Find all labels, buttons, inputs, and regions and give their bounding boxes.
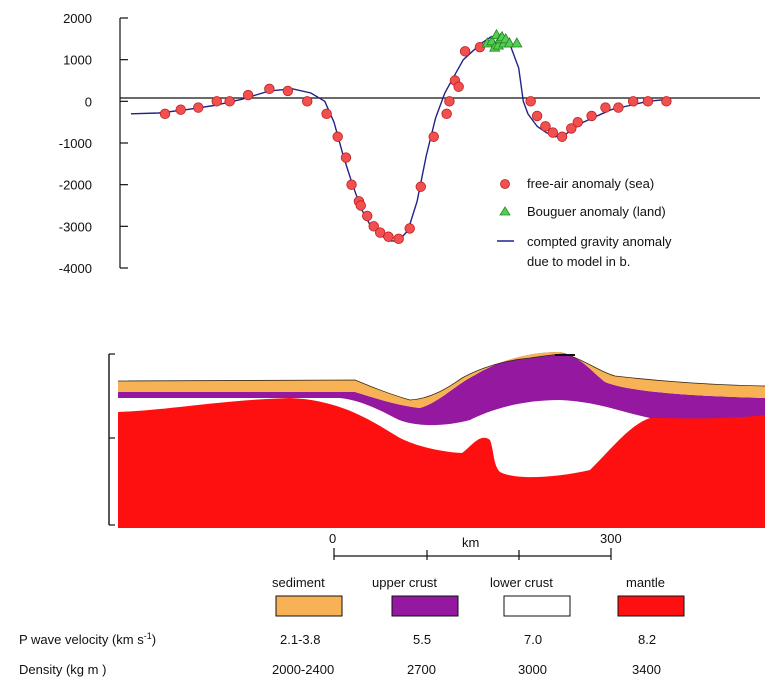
bouguer-point <box>511 37 523 48</box>
free-air-point <box>224 96 235 107</box>
upper-crust-region <box>118 352 765 426</box>
free-air-point <box>404 223 415 234</box>
free-air-point <box>374 227 386 238</box>
free-air-point <box>642 96 654 107</box>
free-air-point <box>302 96 313 107</box>
velocity-row-end: ) <box>152 632 156 647</box>
y-tick-label: -2000 <box>59 178 92 193</box>
free-air-point <box>415 181 426 192</box>
density-mantle: 3400 <box>632 662 661 677</box>
free-air-point <box>321 108 332 120</box>
free-air-point <box>340 152 352 163</box>
legend: free-air anomaly (sea) Bouguer anomaly (… <box>497 176 672 269</box>
free-air-point <box>332 131 343 142</box>
free-air-point <box>393 233 404 245</box>
free-air-point <box>556 131 568 142</box>
y-tick-label: -1000 <box>59 136 92 151</box>
free-air-point <box>383 231 394 242</box>
free-air-point <box>193 102 204 113</box>
scale-label-300: 300 <box>600 531 622 546</box>
free-air-point <box>600 102 611 113</box>
key-label-lower-crust: lower crust <box>490 575 553 590</box>
layer-key: sediment upper crust lower crust mantle … <box>19 575 685 677</box>
free-air-point <box>175 104 186 115</box>
key-label-upper-crust: upper crust <box>372 575 437 590</box>
free-air-point <box>459 46 471 57</box>
swatch-mantle <box>617 595 685 617</box>
free-air-point <box>159 108 171 120</box>
velocity-sediment: 2.1-3.8 <box>280 632 320 647</box>
free-air-point <box>613 102 624 113</box>
density-lower-crust: 3000 <box>518 662 547 677</box>
y-tick-label: -3000 <box>59 219 92 234</box>
y-tick-label: -4000 <box>59 261 92 276</box>
density-upper-crust: 2700 <box>407 662 436 677</box>
free-air-point <box>368 221 379 232</box>
key-label-mantle: mantle <box>626 575 665 590</box>
free-air-point <box>444 96 455 107</box>
free-air-point <box>441 108 452 120</box>
free-air-point <box>547 127 559 138</box>
legend-triangle-icon <box>499 206 511 216</box>
density-sediment: 2000-2400 <box>272 662 334 677</box>
free-air-point <box>264 83 275 95</box>
legend-label-computed-line2: due to model in b. <box>527 254 630 269</box>
velocity-lower-crust: 7.0 <box>524 632 542 647</box>
free-air-point <box>282 85 294 97</box>
scale-bar: 0 km 300 <box>329 531 622 560</box>
swatch-lower-crust <box>503 595 571 617</box>
legend-label-free-air: free-air anomaly (sea) <box>527 176 654 191</box>
free-air-point <box>453 81 464 92</box>
free-air-point <box>572 116 583 128</box>
cross-section-model <box>108 352 766 528</box>
bouguer-points <box>481 28 523 52</box>
legend-label-bouguer: Bouguer anomaly (land) <box>527 204 666 219</box>
sediment-region <box>118 352 765 408</box>
free-air-point <box>355 200 366 211</box>
legend-circle-icon <box>500 179 510 189</box>
density-row-label: Density (kg m ) <box>19 662 106 677</box>
y-tick-label: 0 <box>85 94 92 109</box>
mantle-region <box>118 398 765 528</box>
velocity-upper-crust: 5.5 <box>413 632 431 647</box>
free-air-point <box>211 96 222 107</box>
free-air-point <box>531 110 543 122</box>
free-air-point <box>242 89 254 101</box>
free-air-point <box>525 96 536 107</box>
velocity-row-label: P wave velocity (km s-1) <box>19 631 156 647</box>
free-air-point <box>346 179 357 190</box>
scale-label-0: 0 <box>329 531 336 546</box>
free-air-point <box>627 96 639 107</box>
swatch-upper-crust <box>391 595 459 617</box>
sediment-outline <box>117 353 766 401</box>
free-air-point <box>586 110 597 122</box>
free-air-point <box>428 131 439 142</box>
velocity-mantle: 8.2 <box>638 632 656 647</box>
y-tick-label: 2000 <box>63 11 92 26</box>
free-air-point <box>566 123 577 134</box>
bouguer-point <box>503 37 516 48</box>
free-air-points <box>159 41 672 245</box>
y-tick-group: 2000 1000 0 -1000 -2000 -3000 -4000 <box>59 11 128 276</box>
free-air-point <box>362 210 373 222</box>
velocity-row-sup: -1 <box>144 631 152 641</box>
free-air-point <box>661 96 672 107</box>
velocity-row-text: P wave velocity (km s <box>19 632 144 647</box>
gravity-anomaly-chart: 2000 1000 0 -1000 -2000 -3000 -4000 free-air a… <box>59 11 760 276</box>
swatch-sediment <box>275 595 343 617</box>
free-air-point <box>540 121 551 132</box>
y-tick-label: 1000 <box>63 53 92 68</box>
key-label-sediment: sediment <box>272 575 325 590</box>
legend-label-computed: compted gravity anomaly <box>527 234 672 249</box>
scale-label-km: km <box>462 535 479 550</box>
